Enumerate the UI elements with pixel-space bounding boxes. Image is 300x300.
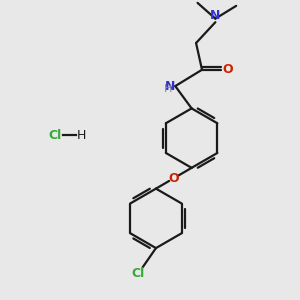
Text: Cl: Cl [131, 267, 145, 280]
Text: O: O [223, 63, 233, 76]
Text: Cl: Cl [48, 129, 62, 142]
Text: H: H [164, 84, 172, 94]
Text: H: H [77, 129, 86, 142]
Text: O: O [169, 172, 179, 185]
Text: N: N [210, 9, 220, 22]
Text: N: N [165, 80, 175, 93]
